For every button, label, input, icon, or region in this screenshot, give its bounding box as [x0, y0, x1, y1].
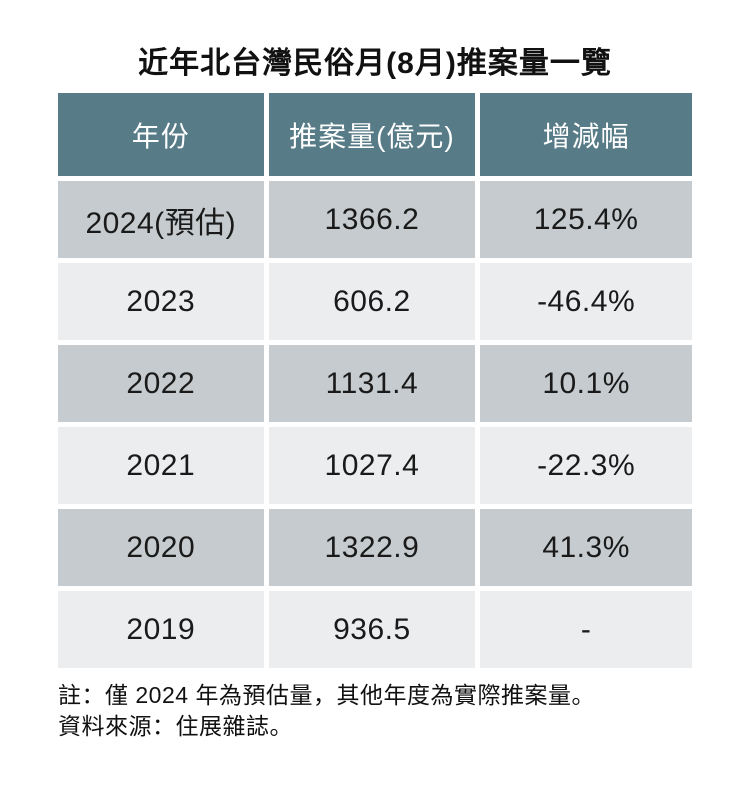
- change-cell: -22.3%: [480, 427, 692, 504]
- volume-cell: 1131.4: [268, 345, 476, 422]
- year-cell: 2022: [58, 345, 264, 422]
- change-cell: 10.1%: [480, 345, 692, 422]
- change-cell: -: [480, 591, 692, 668]
- footnote-source: 資料來源：住展雜誌。: [58, 713, 293, 739]
- volume-cell: 1322.9: [268, 509, 476, 586]
- page-title: 近年北台灣民俗月(8月)推案量一覽: [138, 47, 612, 80]
- volume-cell: 606.2: [268, 263, 476, 340]
- year-cell: 2020: [58, 509, 264, 586]
- header-cell-volume: 推案量(億元): [268, 93, 476, 176]
- volume-cell: 1027.4: [268, 427, 476, 504]
- year-cell: 2023: [58, 263, 264, 340]
- footnotes: 註：僅 2024 年為預估量，其他年度為實際推案量。 資料來源：住展雜誌。: [58, 680, 692, 742]
- year-cell: 2024(預估): [58, 181, 264, 258]
- change-cell: 41.3%: [480, 509, 692, 586]
- year-cell: 2019: [58, 591, 264, 668]
- header-cell-change: 增減幅: [480, 93, 692, 176]
- change-cell: -46.4%: [480, 263, 692, 340]
- volume-cell: 936.5: [268, 591, 476, 668]
- footnote-estimate: 註：僅 2024 年為預估量，其他年度為實際推案量。: [58, 682, 595, 708]
- volume-cell: 1366.2: [268, 181, 476, 258]
- header-cell-year: 年份: [58, 93, 264, 176]
- year-cell: 2021: [58, 427, 264, 504]
- change-cell: 125.4%: [480, 181, 692, 258]
- launch-volume-table: 年份 推案量(億元) 增減幅 2024(預估) 1366.2 125.4% 20…: [58, 93, 692, 668]
